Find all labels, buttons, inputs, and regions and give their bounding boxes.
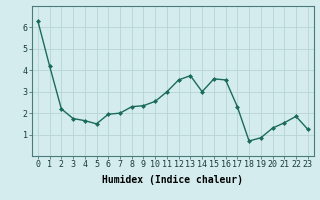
X-axis label: Humidex (Indice chaleur): Humidex (Indice chaleur) <box>102 175 243 185</box>
